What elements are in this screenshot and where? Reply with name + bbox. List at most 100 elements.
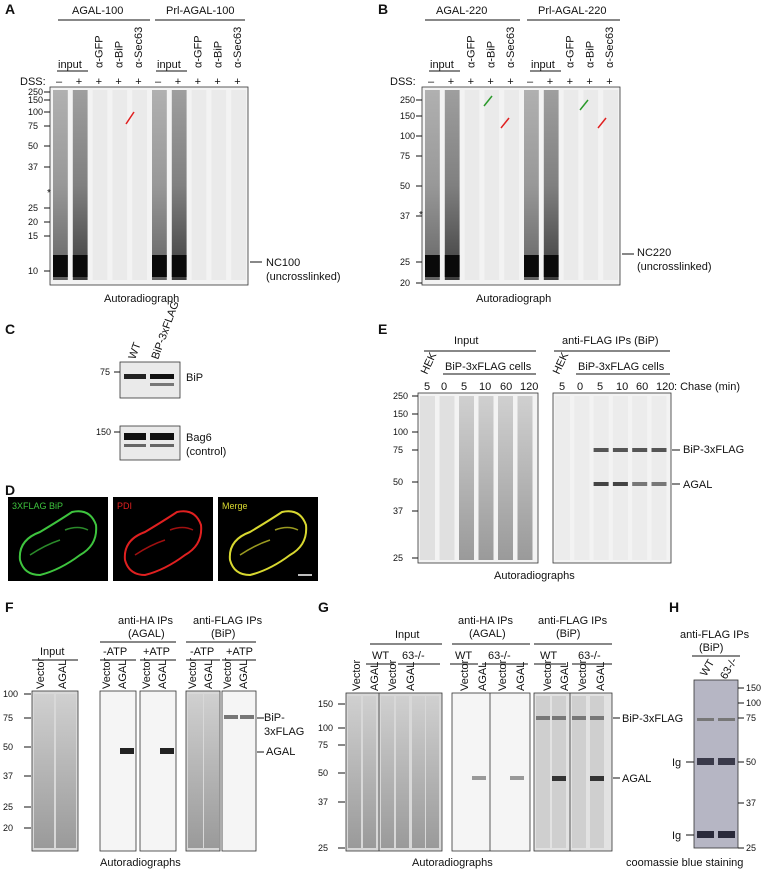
gel-lane [444,90,460,280]
panel-a-group-1: AGAL-100 [72,5,123,17]
panel-a-caption: Autoradiograph [104,293,179,305]
gel-lane [56,694,76,848]
chase-time: 5 [424,381,430,393]
gel-lane [112,90,128,280]
panel-d: D 3XFLAG BiP PDI Merge [5,482,318,581]
gel-band [612,448,628,452]
panel-e-hek-2: HEK [551,350,572,376]
gel-band [552,776,566,781]
mw-marker: 150 [318,699,333,709]
panel-e-gel-ip [552,392,672,564]
lane-label: AGAL [369,662,381,691]
chase-time: 0 [441,381,447,393]
gel-band [425,255,440,277]
lane-label: Vector [459,659,471,691]
panel-f-label-bip-1: BiP- [264,712,285,724]
panel-g-ko-3: 63-/- [578,650,601,662]
panel-e-caption: Autoradiographs [494,570,575,582]
gel-lane [552,696,566,848]
panel-f-gel-ha-minus [99,690,137,852]
gel-lane [583,90,599,280]
panel-a-group-2: Prl-AGAL-100 [166,5,234,17]
mw-marker: 37 [400,211,410,221]
gel-lane [211,90,227,280]
lane-label: Vector [187,657,199,689]
gel-lane [420,396,435,560]
mw-marker: 37 [3,771,13,781]
panel-e-group-input: Input [454,335,478,347]
chase-time: 60 [500,381,512,393]
panel-g: G Input anti-HA IPs (AGAL) anti-FLAG IPs… [318,599,683,869]
mw-marker: 25 [3,802,13,812]
panel-g-label-bip: BiP-3xFLAG [622,713,683,725]
gel-band [524,255,539,277]
mw-marker: 75 [28,121,38,131]
dss-sign: – [56,76,63,88]
gel-band [152,255,167,277]
panel-g-caption: Autoradiographs [412,857,493,869]
dss-sign: + [507,76,513,88]
gel-lane [412,696,425,848]
panel-a: A AGAL-100 Prl-AGAL-100 input input α-GF… [5,1,341,305]
lane-label: AGAL [405,662,417,691]
panel-f-atp-3: -ATP [190,646,214,658]
panel-e-label-agal: AGAL [683,479,712,491]
panel-f-atp-1: -ATP [103,646,127,658]
gel-lane [603,90,618,280]
mw-marker: 50 [400,181,410,191]
dss-sign: + [468,76,474,88]
gel-band [240,715,254,719]
lane-label: α-Sec63 [232,27,244,68]
panel-f-gel-ha-plus [139,690,177,852]
panel-f-atp-2: +ATP [143,646,170,658]
dss-sign: + [195,76,201,88]
chase-time: 5 [597,381,603,393]
red-arrow-icon [125,111,135,125]
dss-sign: + [606,76,612,88]
lane-label: α-GFP [94,35,106,68]
gel-band [120,748,134,754]
panel-g-input: Input [395,629,419,641]
mw-marker: 50 [746,757,756,767]
panel-h-ig-2: Ig [672,830,681,842]
mw-marker: 150 [393,409,408,419]
panel-b-group-2: Prl-AGAL-220 [538,5,606,17]
chase-time: 0 [577,381,583,393]
gel-lane [555,396,570,560]
lane-label: Vector [141,657,153,689]
gel-lane [425,90,440,280]
gel-lane [92,90,108,280]
gel-lane [171,90,187,280]
mw-marker: 20 [3,823,13,833]
panel-h-ig-1: Ig [672,757,681,769]
gel-lane [381,696,394,848]
gel-band [160,748,174,754]
mw-marker: 75 [746,713,756,723]
gel-lane [363,696,376,848]
panel-d-letter: D [5,482,15,498]
panel-h-title-2: (BiP) [699,642,723,654]
panel-g-wt-1: WT [372,650,389,662]
panel-f-ha-1: anti-HA IPs [118,615,174,627]
mw-marker: 50 [318,768,328,778]
panel-c-blot-bag6 [119,425,181,461]
dss-sign: + [96,76,102,88]
gel-lane [72,90,88,280]
panel-f-label-bip-2: 3xFLAG [264,726,304,738]
panel-g-flag-2: (BiP) [556,628,580,640]
lane-label: Vector [577,659,589,691]
mw-marker: 37 [318,797,328,807]
mw-marker: 150 [746,683,761,693]
panel-g-ha-1: anti-HA IPs [458,615,514,627]
gel-lane [574,396,590,560]
panel-g-ko-1: 63-/- [402,650,425,662]
mw-marker: 25 [28,203,38,213]
panel-a-band-note: (uncrosslinked) [266,271,341,283]
dss-sign: + [487,76,493,88]
mw-marker: 75 [3,713,13,723]
panel-c-label-bag6: Bag6 [186,432,212,444]
mw-marker: 10 [28,266,38,276]
panel-g-label-agal: AGAL [622,773,651,785]
gel-band [444,255,460,277]
panel-g-letter: G [318,599,329,615]
